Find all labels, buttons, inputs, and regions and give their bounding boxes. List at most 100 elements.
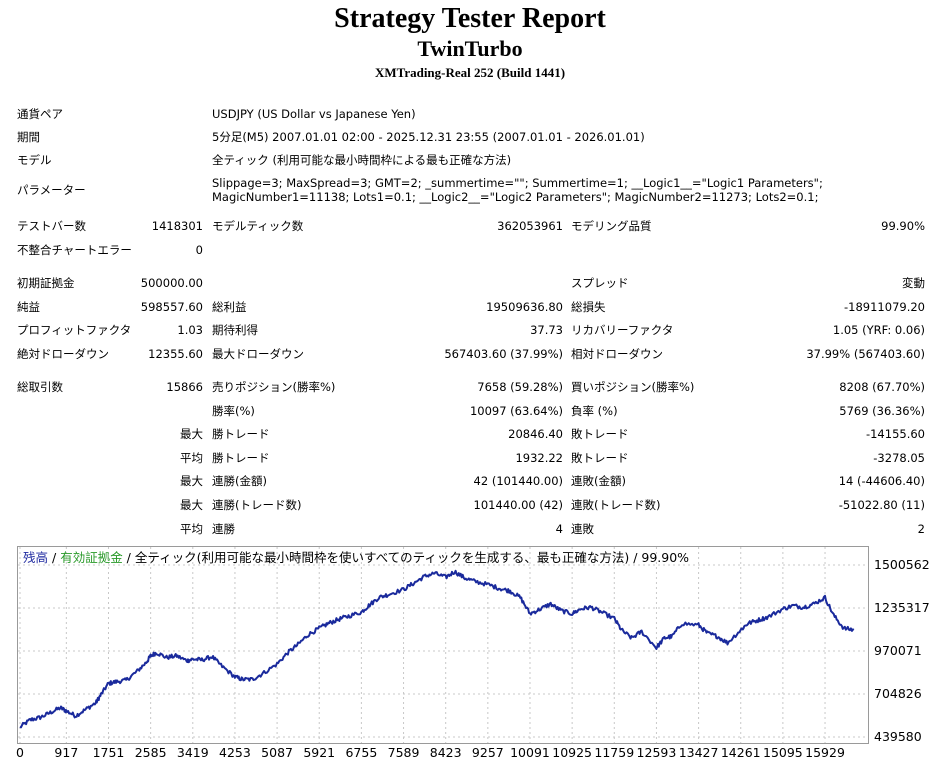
max-consec-loss-label: 連敗(トレード数)	[571, 498, 661, 512]
long-label: 買いポジション(勝率%)	[571, 380, 695, 394]
max-consec-wins-value: 42 (101440.00)	[473, 474, 563, 488]
net-label: 純益	[17, 300, 40, 314]
x-tick-label: 5087	[261, 745, 293, 760]
mismatch-value: 0	[195, 243, 203, 257]
total-trades-value: 15866	[166, 380, 203, 394]
largest-win-value: 20846.40	[508, 427, 563, 441]
x-tick-label: 10091	[510, 745, 550, 760]
y-tick-label: 1500562	[874, 557, 930, 572]
legend-equity: 有効証拠金	[60, 550, 123, 565]
largest-loss-value: -14155.60	[865, 427, 925, 441]
balance-series-line	[19, 569, 855, 729]
bars-value: 1418301	[151, 219, 203, 233]
average-win-label: 勝トレード	[212, 451, 270, 465]
short-label: 売りポジション(勝率%)	[212, 380, 336, 394]
deposit-label: 初期証拠金	[17, 276, 75, 290]
deposit-value: 500000.00	[140, 276, 203, 290]
period-label: 期間	[17, 130, 40, 144]
win-pct-label: 勝率(%)	[212, 404, 255, 418]
x-tick-label: 14261	[720, 745, 761, 760]
x-tick-label: 7589	[387, 745, 420, 760]
average-loss-value: -3278.05	[873, 451, 925, 465]
long-value: 8208 (67.70%)	[839, 380, 925, 394]
y-tick-label: 970071	[874, 643, 922, 658]
gross-loss-label: 総損失	[571, 300, 606, 314]
recovery-label: リカバリーファクタ	[571, 323, 674, 337]
max-dd-label: 最大ドローダウン	[212, 347, 304, 361]
ea-name: TwinTurbo	[417, 36, 523, 61]
recovery-value: 1.05 (YRF: 0.06)	[832, 323, 925, 337]
max-consec2-label: 最大	[180, 498, 203, 512]
legend-balance: 残高	[23, 550, 49, 565]
max-consec-losses-value: 14 (-44606.40)	[838, 474, 925, 488]
expected-label: 期待利得	[212, 323, 258, 337]
avg-consec-losses-label: 連敗	[571, 522, 594, 536]
x-tick-label: 2585	[134, 745, 167, 760]
gross-profit-label: 総利益	[212, 300, 247, 314]
model-value: 全ティック (利用可能な最小時間枠による最も正確な方法)	[212, 153, 512, 167]
server-info: XMTrading-Real 252 (Build 1441)	[374, 65, 566, 80]
expected-value: 37.73	[530, 323, 563, 337]
x-tick-label: 10925	[552, 745, 593, 760]
avg-consec-losses-value: 2	[917, 522, 925, 536]
gross-loss-value: -18911079.20	[844, 300, 925, 314]
max-dd-value: 567403.60 (37.99%)	[444, 347, 563, 361]
max-consec-loss-value: -51022.80 (11)	[838, 498, 925, 512]
y-tick-label: 439580	[874, 729, 922, 744]
short-value: 7658 (59.28%)	[477, 380, 563, 394]
gross-profit-value: 19509636.80	[486, 300, 563, 314]
legend-sep: /	[48, 550, 61, 565]
ticks-value: 362053961	[497, 219, 563, 233]
quality-value: 99.90%	[881, 219, 925, 233]
x-tick-label: 3419	[176, 745, 209, 760]
max-consec-profit-label: 連勝(トレード数)	[212, 498, 302, 512]
avg-consec-label: 平均	[180, 522, 203, 536]
win-pct-value: 10097 (63.64%)	[469, 404, 563, 418]
loss-pct-value: 5769 (36.36%)	[839, 404, 925, 418]
x-tick-label: 12593	[636, 745, 677, 760]
x-tick-label: 917	[54, 745, 79, 760]
report-title: Strategy Tester Report	[334, 3, 606, 34]
chart-legend: 残高 / 有効証拠金 / 全ティック(利用可能な最小時間枠を使いすべてのティック…	[23, 550, 689, 566]
avg-consec-wins-label: 連勝	[212, 522, 235, 536]
max-consec-profit-value: 101440.00 (42)	[473, 498, 563, 512]
quality-label: モデリング品質	[571, 219, 652, 233]
avg-consec-wins-value: 4	[555, 522, 563, 536]
balance-chart: 残高 / 有効証拠金 / 全ティック(利用可能な最小時間枠を使いすべてのティック…	[17, 546, 869, 744]
largest-win-label: 勝トレード	[212, 427, 270, 441]
x-tick-label: 0	[16, 745, 24, 760]
x-tick-label: 11759	[594, 745, 635, 760]
x-tick-label: 4253	[219, 745, 251, 760]
abs-dd-value: 12355.60	[148, 347, 203, 361]
spread-label: スプレッド	[571, 276, 629, 290]
largest-loss-label: 敗トレード	[571, 427, 629, 441]
spread-value: 変動	[902, 276, 925, 290]
y-tick-label: 704826	[874, 685, 922, 701]
x-tick-label: 8423	[429, 745, 462, 760]
loss-pct-label: 負率 (%)	[571, 404, 618, 418]
x-tick-label: 15095	[762, 745, 803, 760]
max-consec-losses-label: 連敗(金額)	[571, 474, 626, 488]
symbol-label: 通貨ペア	[17, 107, 63, 121]
average-label: 平均	[180, 451, 203, 465]
abs-dd-label: 絶対ドローダウン	[17, 347, 109, 361]
x-tick-label: 1751	[92, 745, 125, 760]
period-value: 5分足(M5) 2007.01.01 02:00 - 2025.12.31 23…	[212, 130, 645, 144]
net-value: 598557.60	[140, 300, 203, 314]
pf-label: プロフィットファクタ	[17, 323, 132, 337]
max-consec-label: 最大	[180, 474, 203, 488]
x-tick-label: 13427	[678, 745, 719, 760]
x-tick-label: 5921	[303, 745, 336, 760]
x-tick-label: 9257	[471, 745, 504, 760]
max-consec-wins-label: 連勝(金額)	[212, 474, 267, 488]
bars-label: テストバー数	[17, 219, 86, 233]
y-tick-label: 1235317	[874, 599, 930, 615]
average-loss-label: 敗トレード	[571, 451, 629, 465]
params-value: Slippage=3; MaxSpread=3; GMT=2; _summert…	[212, 176, 823, 204]
legend-rest: / 全ティック(利用可能な最小時間枠を使いすべてのティックを生成する、最も正確な…	[122, 550, 690, 565]
pf-value: 1.03	[177, 323, 203, 337]
mismatch-label: 不整合チャートエラー	[17, 243, 132, 257]
average-win-value: 1932.22	[515, 451, 563, 465]
params-label: パラメーター	[17, 183, 86, 197]
symbol-value: USDJPY (US Dollar vs Japanese Yen)	[212, 107, 416, 121]
